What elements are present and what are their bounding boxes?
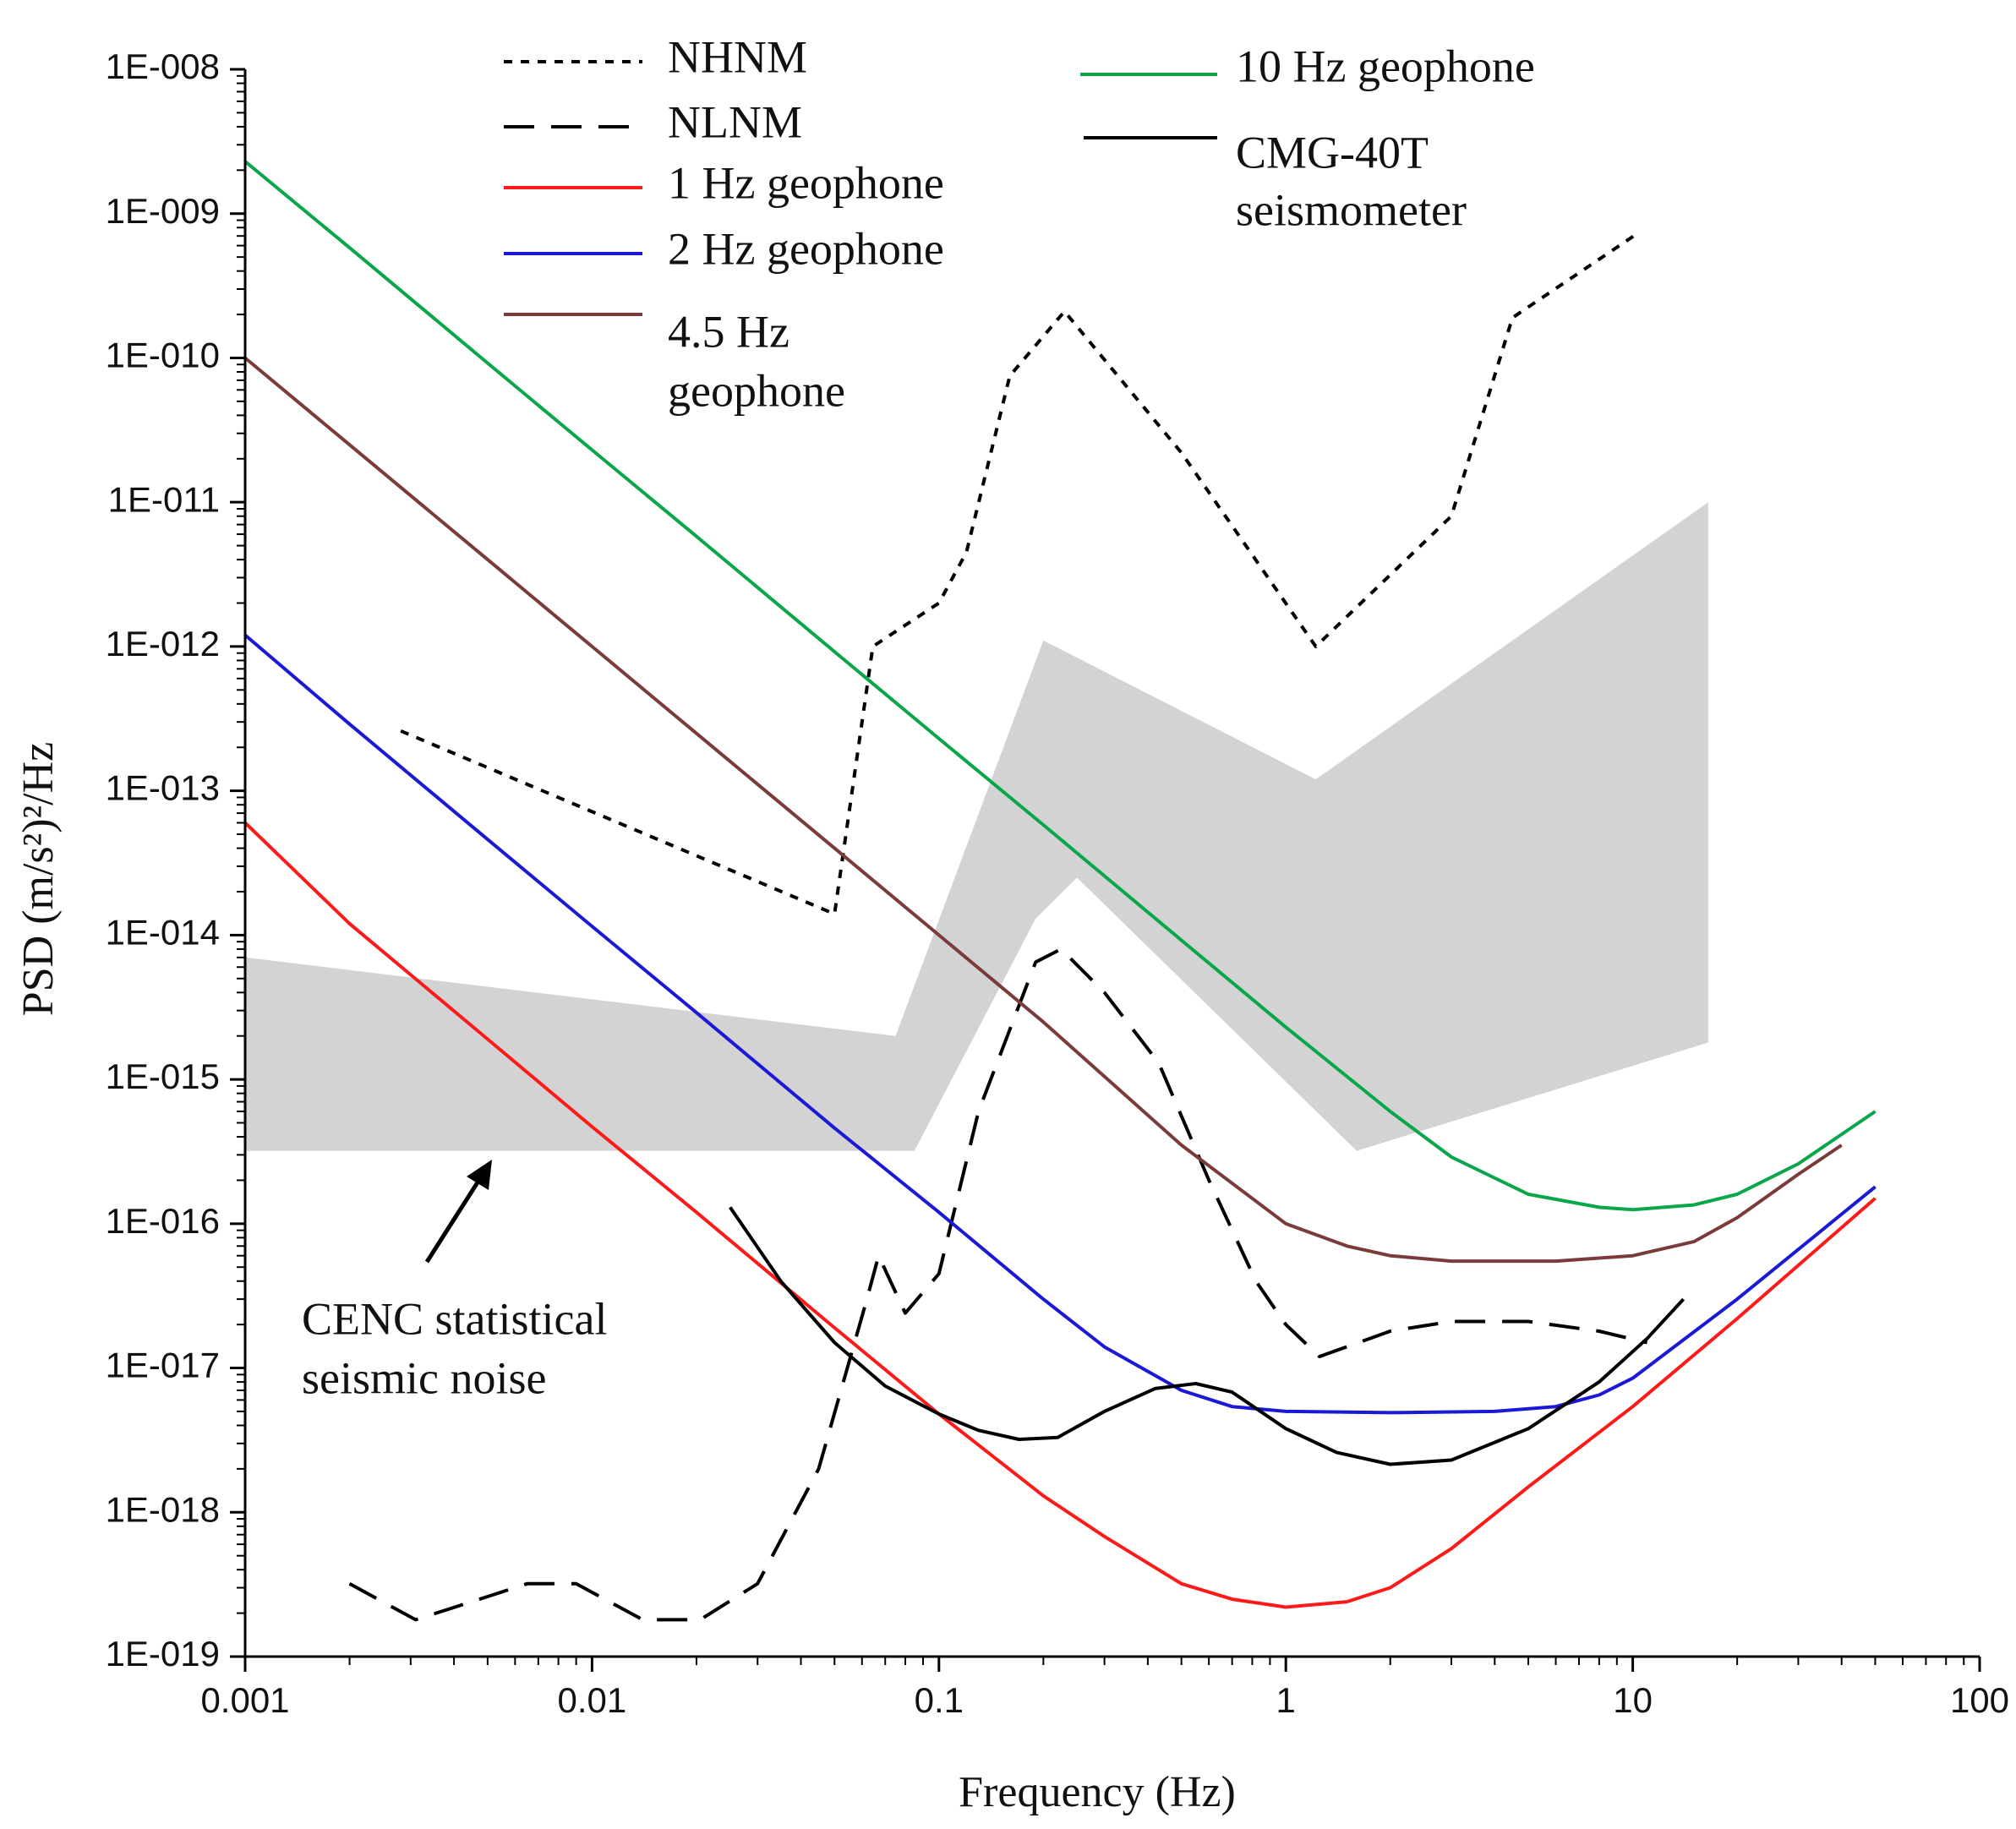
y-tick-label: 1E-014 xyxy=(106,912,220,952)
x-tick-label: 0.1 xyxy=(915,1680,964,1720)
annotation-arrow-shaft xyxy=(424,1171,486,1264)
series-line-10-hz-geophone xyxy=(243,160,1877,1212)
axes xyxy=(243,69,1980,1658)
legend-label-cmg40t-line2: seismometer xyxy=(1236,184,1467,235)
y-tick-label: 1E-016 xyxy=(106,1201,220,1241)
x-tick-label: 100 xyxy=(1950,1680,2009,1720)
series-line-2-hz-geophone xyxy=(243,633,1877,1415)
x-tick-label: 10 xyxy=(1613,1680,1653,1720)
y-tick-label: 1E-010 xyxy=(106,336,220,375)
y-tick-label: 1E-015 xyxy=(106,1056,220,1096)
legend-label-4-5hz-line1: 4.5 Hz xyxy=(668,306,789,357)
y-tick-label: 1E-008 xyxy=(106,46,220,86)
series-line-cmg-40t-seismometer xyxy=(729,1206,1685,1466)
series-line-nlnm xyxy=(348,947,1648,1622)
annotation-cenc-line2: seismic noise xyxy=(302,1352,546,1403)
y-tick-label: 1E-017 xyxy=(106,1346,220,1385)
x-axis-title: Frequency (Hz) xyxy=(959,1768,1236,1816)
x-tick-label: 1 xyxy=(1276,1680,1296,1720)
ticks: 0.001 0.01 0.1 1 10 100 1E-008 1E-009 1E-010 1E-0… xyxy=(106,46,2009,1720)
annotation-arrow-head xyxy=(467,1160,492,1190)
legend-label-nlnm: NLNM xyxy=(668,96,802,147)
annotation-cenc-line1: CENC statistical xyxy=(302,1293,607,1344)
legend-label-2hz: 2 Hz geophone xyxy=(668,223,944,274)
y-tick-label: 1E-018 xyxy=(106,1489,220,1529)
y-tick-label: 1E-009 xyxy=(106,191,220,231)
x-tick-label: 0.001 xyxy=(200,1680,289,1720)
legend-label-4-5hz-line2: geophone xyxy=(668,365,845,416)
legend-label-10hz: 10 Hz geophone xyxy=(1236,41,1535,91)
series-layer xyxy=(243,160,1877,1622)
legend-label-cmg40t-line1: CMG-40T xyxy=(1236,127,1429,177)
x-tick-label: 0.01 xyxy=(558,1680,627,1720)
legend-label-nhnm: NHNM xyxy=(668,31,807,82)
y-tick-label: 1E-019 xyxy=(106,1634,220,1673)
y-axis-title: PSD (m/s²)²/Hz xyxy=(14,742,63,1016)
series-line-1-hz-geophone xyxy=(243,822,1877,1609)
legend: NHNM NLNM 1 Hz geophone 2 Hz geophone 4.… xyxy=(504,31,1535,416)
legend-label-1hz: 1 Hz geophone xyxy=(668,157,944,208)
y-tick-label: 1E-013 xyxy=(106,768,220,808)
y-tick-label: 1E-012 xyxy=(106,624,220,663)
cenc-annotation: CENC statistical seismic noise xyxy=(302,1160,607,1403)
cenc-noise-region xyxy=(245,502,1708,1151)
series-line-4-5-hz-geophone xyxy=(243,356,1843,1264)
y-tick-label: 1E-011 xyxy=(108,479,220,519)
series-line-nhnm xyxy=(400,230,1642,916)
